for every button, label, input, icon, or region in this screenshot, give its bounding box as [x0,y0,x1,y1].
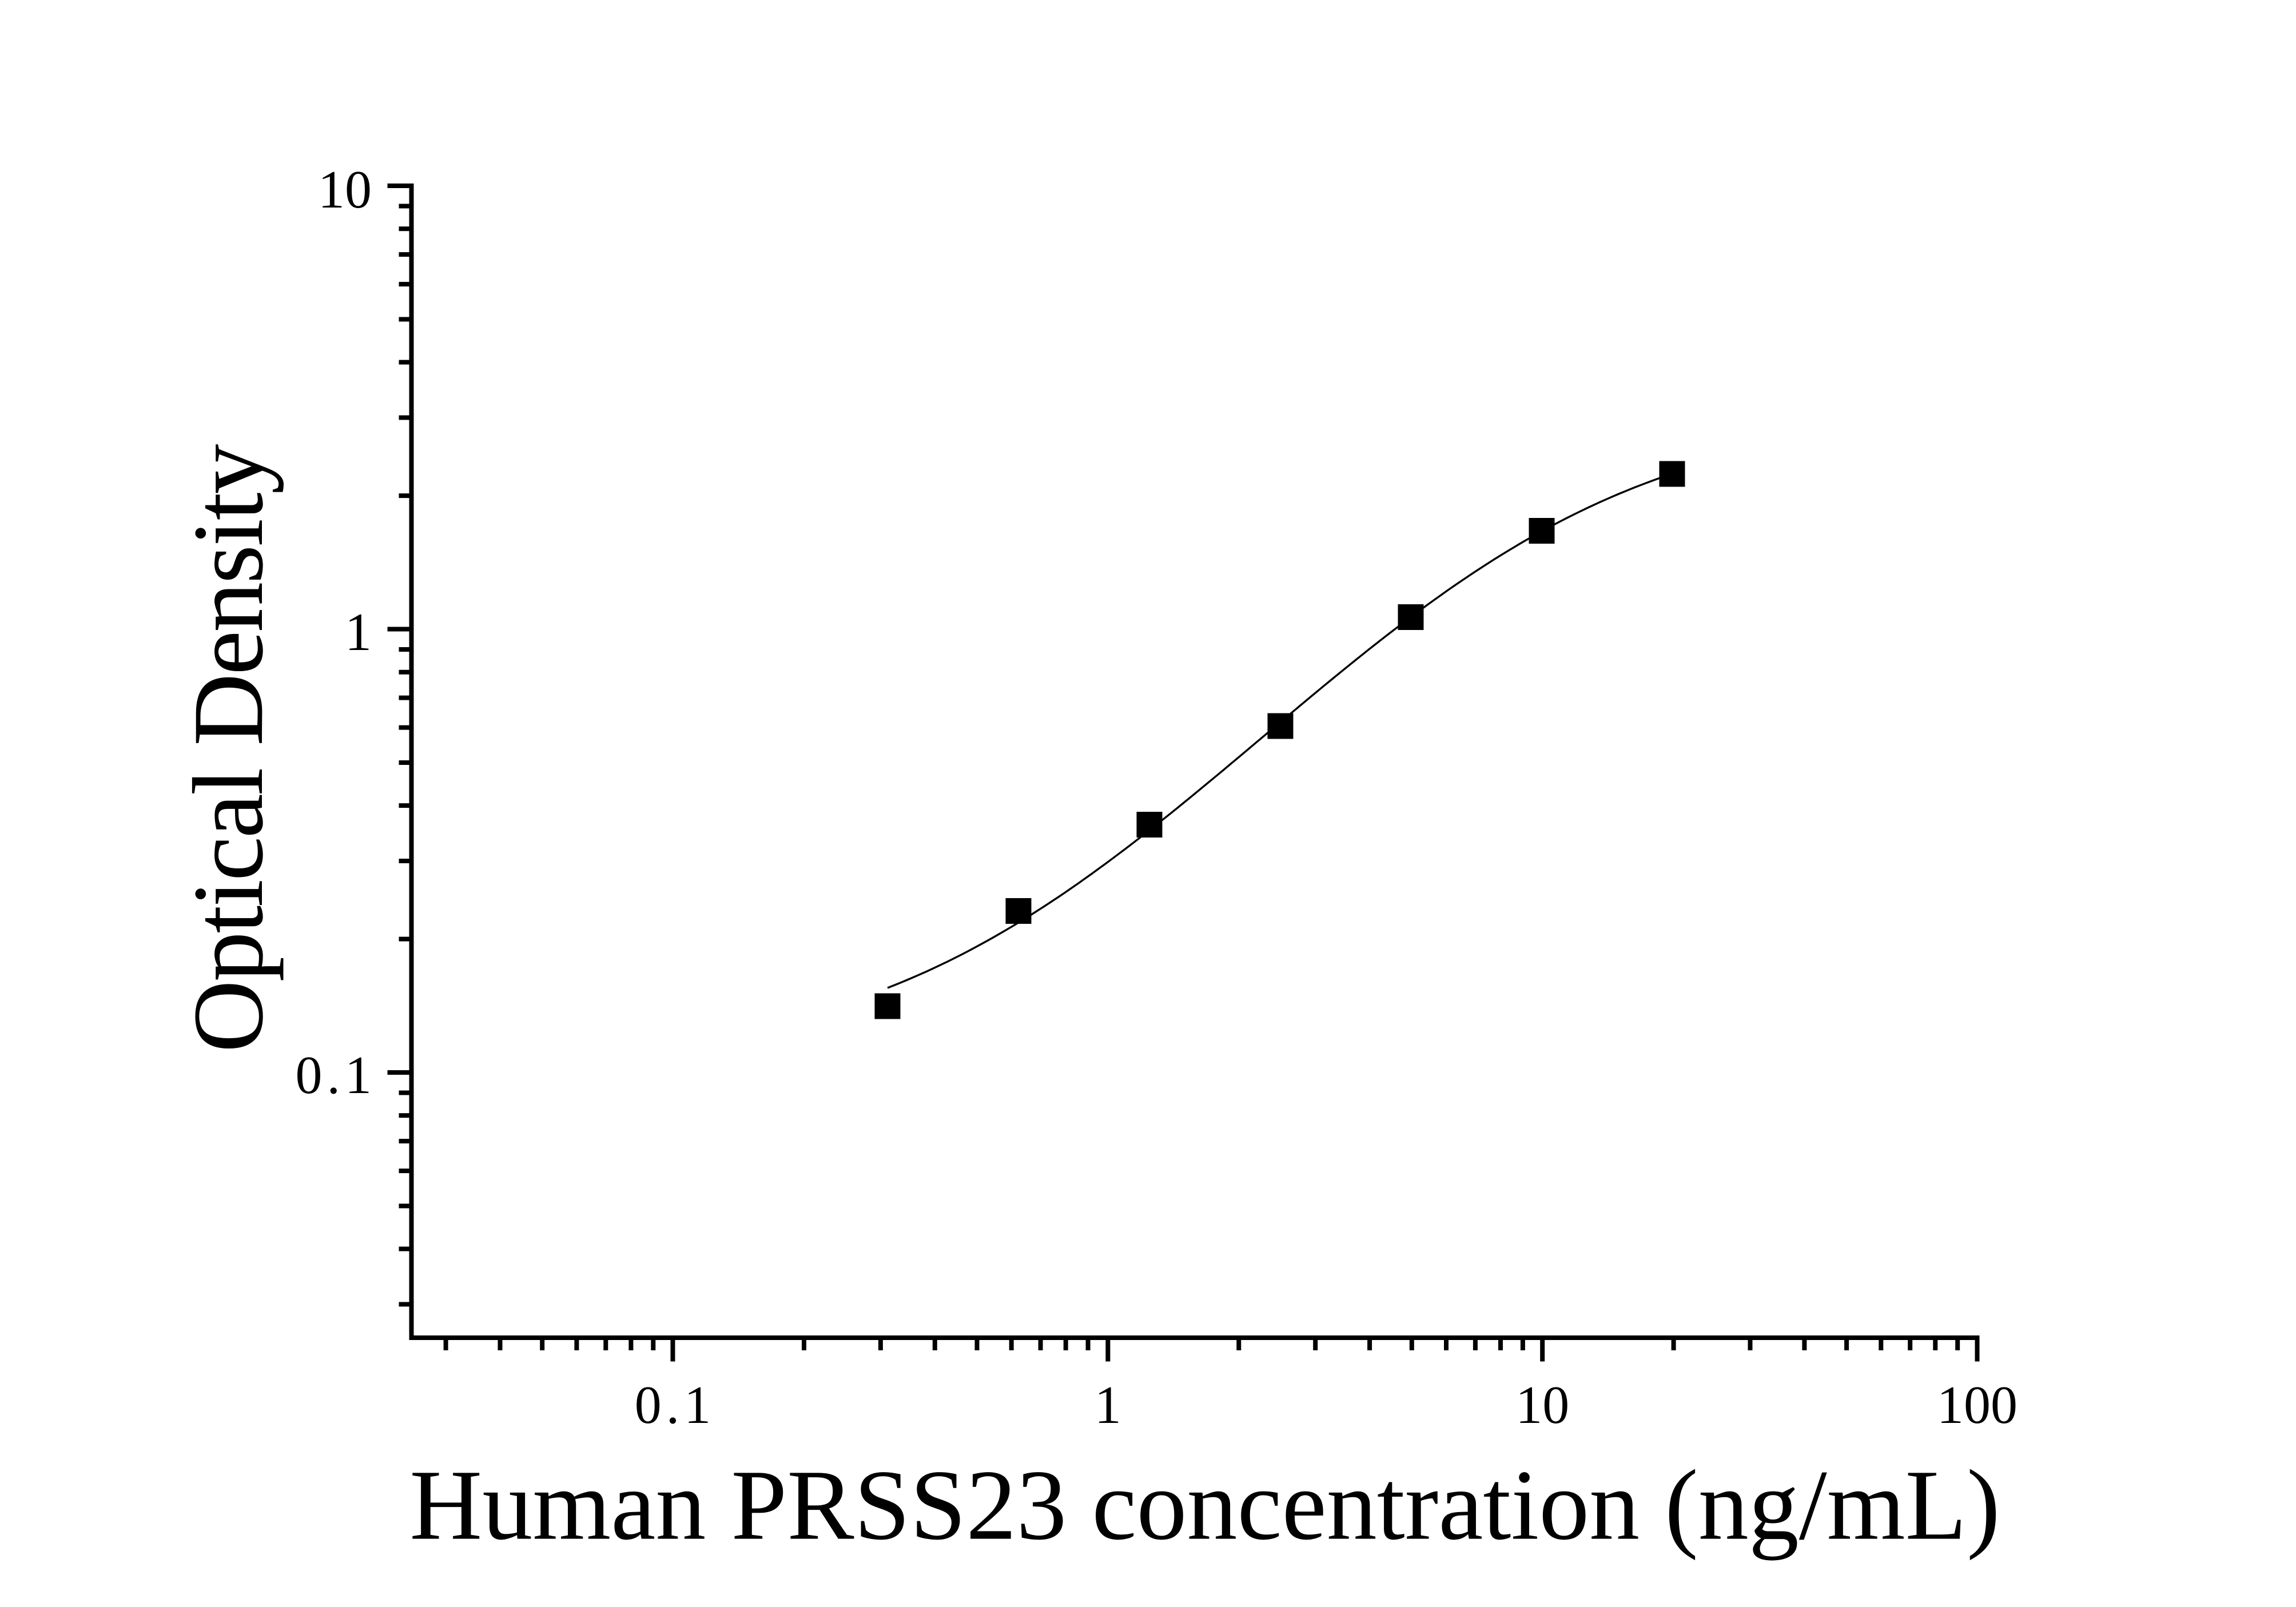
svg-text:10: 10 [1515,1375,1569,1435]
svg-text:100: 100 [1937,1375,2018,1435]
svg-text:Optical Density: Optical Density [173,444,284,1053]
svg-text:1: 1 [1095,1375,1121,1435]
svg-text:1: 1 [345,603,372,662]
svg-text:0.1: 0.1 [296,1046,377,1105]
svg-text:10: 10 [318,160,372,220]
svg-text:0.1: 0.1 [635,1375,716,1435]
svg-text:Human PRSS23 concentration (ng: Human PRSS23 concentration (ng/mL) [409,1450,2000,1561]
